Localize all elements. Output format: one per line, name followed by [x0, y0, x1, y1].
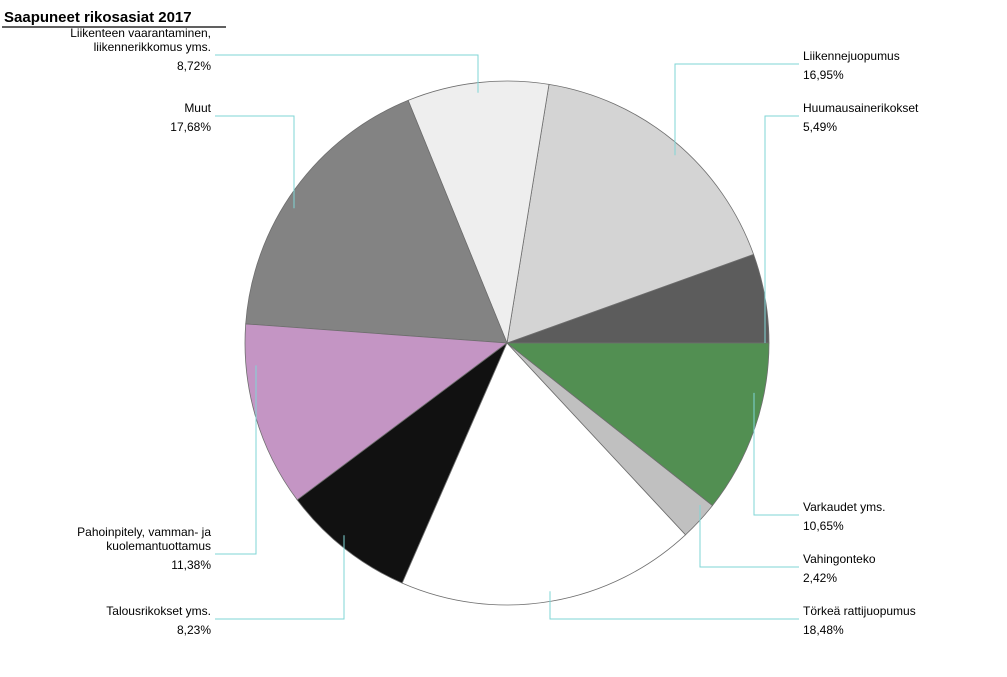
leader-line-2 — [215, 54, 479, 93]
slice-label-4-line-1: kuolemantuottamus — [106, 539, 211, 553]
slice-value-label-4: 11,38% — [171, 558, 211, 572]
slice-value-label-3: 17,68% — [170, 120, 211, 134]
leader-lines — [215, 54, 799, 620]
slice-label-7-line-0: Vahingonteko — [803, 552, 876, 566]
slice-labels: Huumausainerikokset 5,49% Liikennejuopumus… — [70, 26, 919, 637]
slice-label-1-line-0: Liikennejuopumus — [803, 49, 900, 63]
leader-line-8 — [753, 392, 799, 516]
slice-label-4-line-0: Pahoinpitely, vamman- ja — [77, 525, 211, 539]
leader-line-4 — [215, 365, 257, 555]
pie-slice-2 — [407, 80, 550, 345]
slice-label-3-line-0: Muut — [184, 101, 211, 115]
slice-value-label-8: 10,65% — [803, 519, 844, 533]
slice-label-0-line-0: Huumausainerikokset — [803, 101, 919, 115]
slice-value-label-0: 5,49% — [803, 120, 837, 134]
slice-value-label-2: 8,72% — [177, 59, 211, 73]
slices — [244, 80, 770, 606]
leader-line-0 — [764, 115, 799, 343]
chart-title: Saapuneet rikosasiat 2017 — [4, 9, 192, 26]
slice-value-label-5: 8,23% — [177, 623, 211, 637]
slice-label-8-line-0: Varkaudet yms. — [803, 500, 885, 514]
leader-line-6 — [549, 591, 799, 620]
slice-value-label-7: 2,42% — [803, 571, 837, 585]
pie-slice-1 — [506, 83, 755, 344]
pie-slice-3 — [245, 99, 508, 344]
leader-line-7 — [699, 505, 799, 568]
slice-value-label-6: 18,48% — [803, 623, 844, 637]
slice-label-6-line-0: Törkeä rattijuopumus — [803, 604, 916, 618]
leader-line-3 — [215, 115, 295, 209]
slice-value-label-1: 16,95% — [803, 68, 844, 82]
slice-label-2-line-0: Liikenteen vaarantaminen, — [70, 26, 211, 40]
leader-line-1 — [674, 63, 799, 156]
slice-label-2-line-1: liikennerikkomus yms. — [94, 40, 211, 54]
slice-label-5-line-0: Talousrikokset yms. — [106, 604, 211, 618]
leader-line-5 — [215, 535, 345, 620]
pie-slice-6 — [401, 342, 687, 606]
